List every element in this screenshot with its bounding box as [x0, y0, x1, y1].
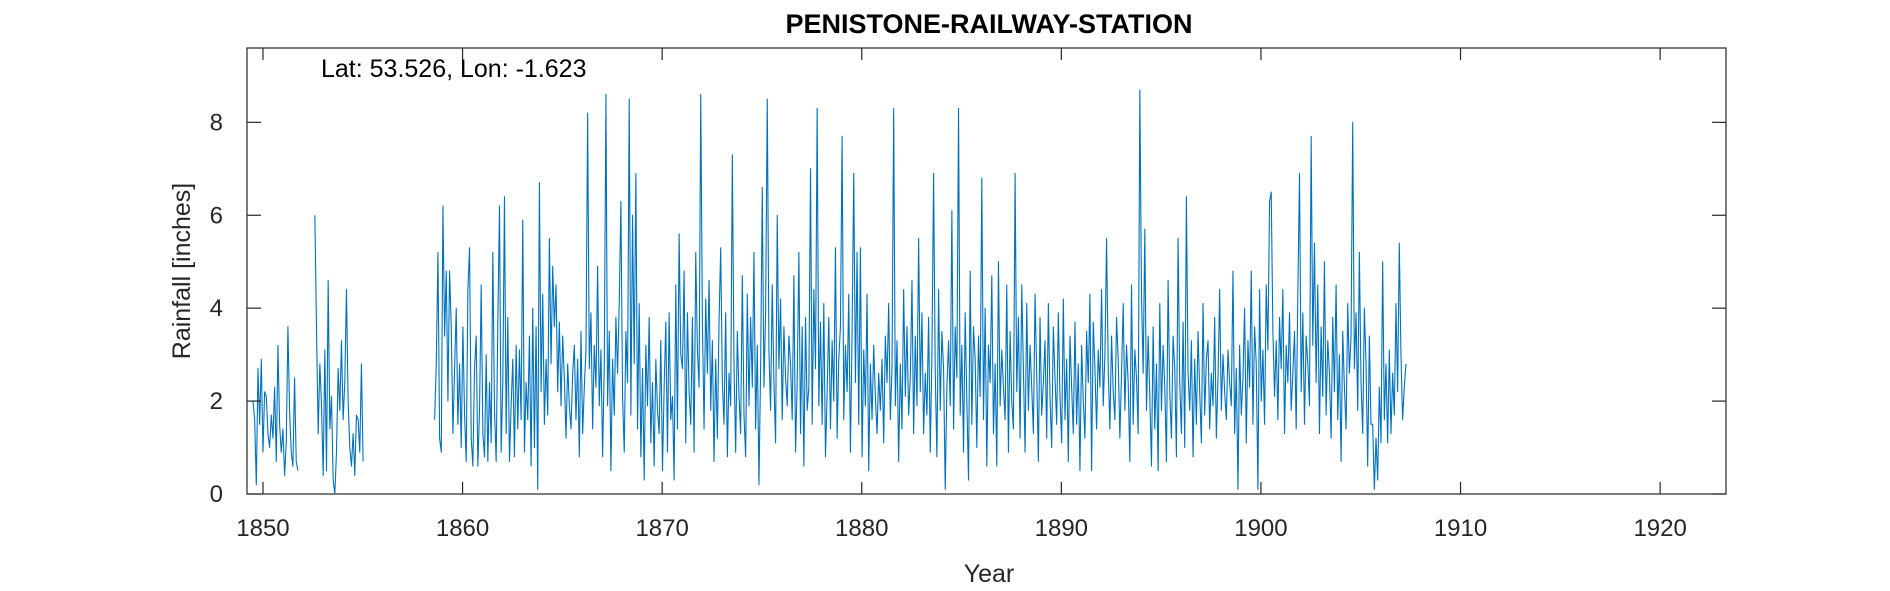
- y-tick-label-4: 4: [210, 295, 223, 322]
- x-tick-label-1890: 1890: [1035, 515, 1088, 542]
- x-tick-label-1880: 1880: [835, 515, 888, 542]
- axes-box: [246, 47, 1727, 495]
- x-tick-label-1920: 1920: [1633, 515, 1686, 542]
- plot-area: 1850 1860 1870 1880 1890 1900 1910 1920 0 2 4 6 8: [210, 47, 1727, 542]
- x-tick-label-1860: 1860: [436, 515, 489, 542]
- x-axis-title: Year: [964, 560, 1015, 588]
- y-tick-label-6: 6: [210, 202, 223, 229]
- y-tick-label-2: 2: [210, 388, 223, 415]
- x-tick-label-1900: 1900: [1234, 515, 1287, 542]
- y-tick-label-0: 0: [210, 481, 223, 508]
- rainfall-line-segment-2: [314, 215, 364, 495]
- x-tick-label-1910: 1910: [1434, 515, 1487, 542]
- y-axis-title: Rainfall [inches]: [168, 183, 196, 359]
- chart-title: PENISTONE-RAILWAY-STATION: [785, 9, 1192, 39]
- location-annotation: Lat: 53.526, Lon: -1.623: [321, 55, 587, 83]
- y-tick-label-8: 8: [210, 109, 223, 136]
- x-tick-label-1850: 1850: [236, 515, 289, 542]
- x-tick-label-1870: 1870: [635, 515, 688, 542]
- rainfall-line-segment-1: [252, 326, 299, 486]
- rainfall-line-segment-3: [434, 89, 1407, 490]
